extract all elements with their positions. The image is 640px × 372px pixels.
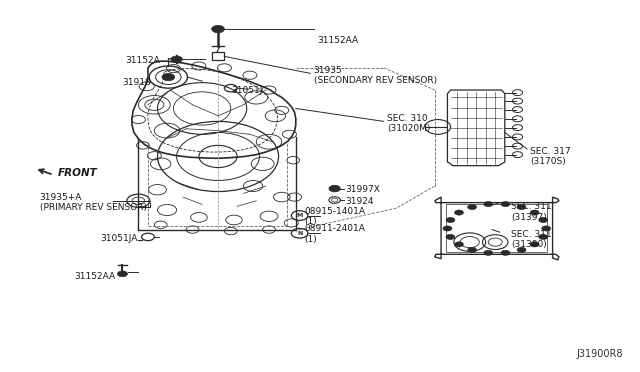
Circle shape	[162, 73, 175, 81]
Circle shape	[468, 205, 477, 209]
Text: 31051J: 31051J	[231, 86, 262, 95]
Circle shape	[446, 217, 455, 222]
Text: N: N	[297, 231, 302, 236]
Text: SEC. 310
(31020M): SEC. 310 (31020M)	[387, 113, 430, 133]
Text: 31918: 31918	[122, 78, 151, 87]
Text: 31935
(SECONDARY REV SENSOR): 31935 (SECONDARY REV SENSOR)	[314, 65, 436, 85]
Text: 08911-2401A
(1): 08911-2401A (1)	[305, 224, 365, 244]
Circle shape	[530, 210, 539, 215]
Circle shape	[539, 234, 548, 240]
Text: FRONT: FRONT	[58, 168, 97, 178]
Circle shape	[501, 202, 510, 207]
Text: 31935+A
(PRIMARY REV SENSOR): 31935+A (PRIMARY REV SENSOR)	[40, 193, 147, 212]
Circle shape	[443, 226, 452, 231]
Circle shape	[468, 247, 477, 253]
Circle shape	[539, 217, 548, 222]
Circle shape	[212, 25, 225, 33]
Circle shape	[541, 226, 550, 231]
Text: 31152A: 31152A	[125, 56, 161, 65]
Text: SEC. 317
(3170S): SEC. 317 (3170S)	[531, 147, 571, 166]
Text: 31924: 31924	[346, 197, 374, 206]
Circle shape	[117, 271, 127, 277]
Text: J31900R8: J31900R8	[576, 349, 623, 359]
Text: SEC. 311
(31397): SEC. 311 (31397)	[511, 202, 552, 222]
Text: 31152AA: 31152AA	[317, 36, 358, 45]
Text: 31051JA: 31051JA	[100, 234, 138, 243]
Text: 31997X: 31997X	[346, 185, 380, 194]
Text: 08915-1401A
(1): 08915-1401A (1)	[305, 206, 365, 226]
Circle shape	[484, 202, 493, 207]
Circle shape	[329, 185, 340, 192]
Circle shape	[454, 210, 463, 215]
Circle shape	[517, 247, 526, 253]
Text: M: M	[296, 213, 303, 218]
Circle shape	[446, 234, 455, 240]
Circle shape	[530, 242, 539, 247]
Circle shape	[454, 242, 463, 247]
Circle shape	[484, 250, 493, 256]
Text: SEC. 311
(31390): SEC. 311 (31390)	[511, 230, 552, 249]
Circle shape	[171, 56, 182, 62]
Circle shape	[501, 250, 510, 256]
Circle shape	[517, 205, 526, 209]
Text: 31152AA: 31152AA	[75, 272, 116, 281]
